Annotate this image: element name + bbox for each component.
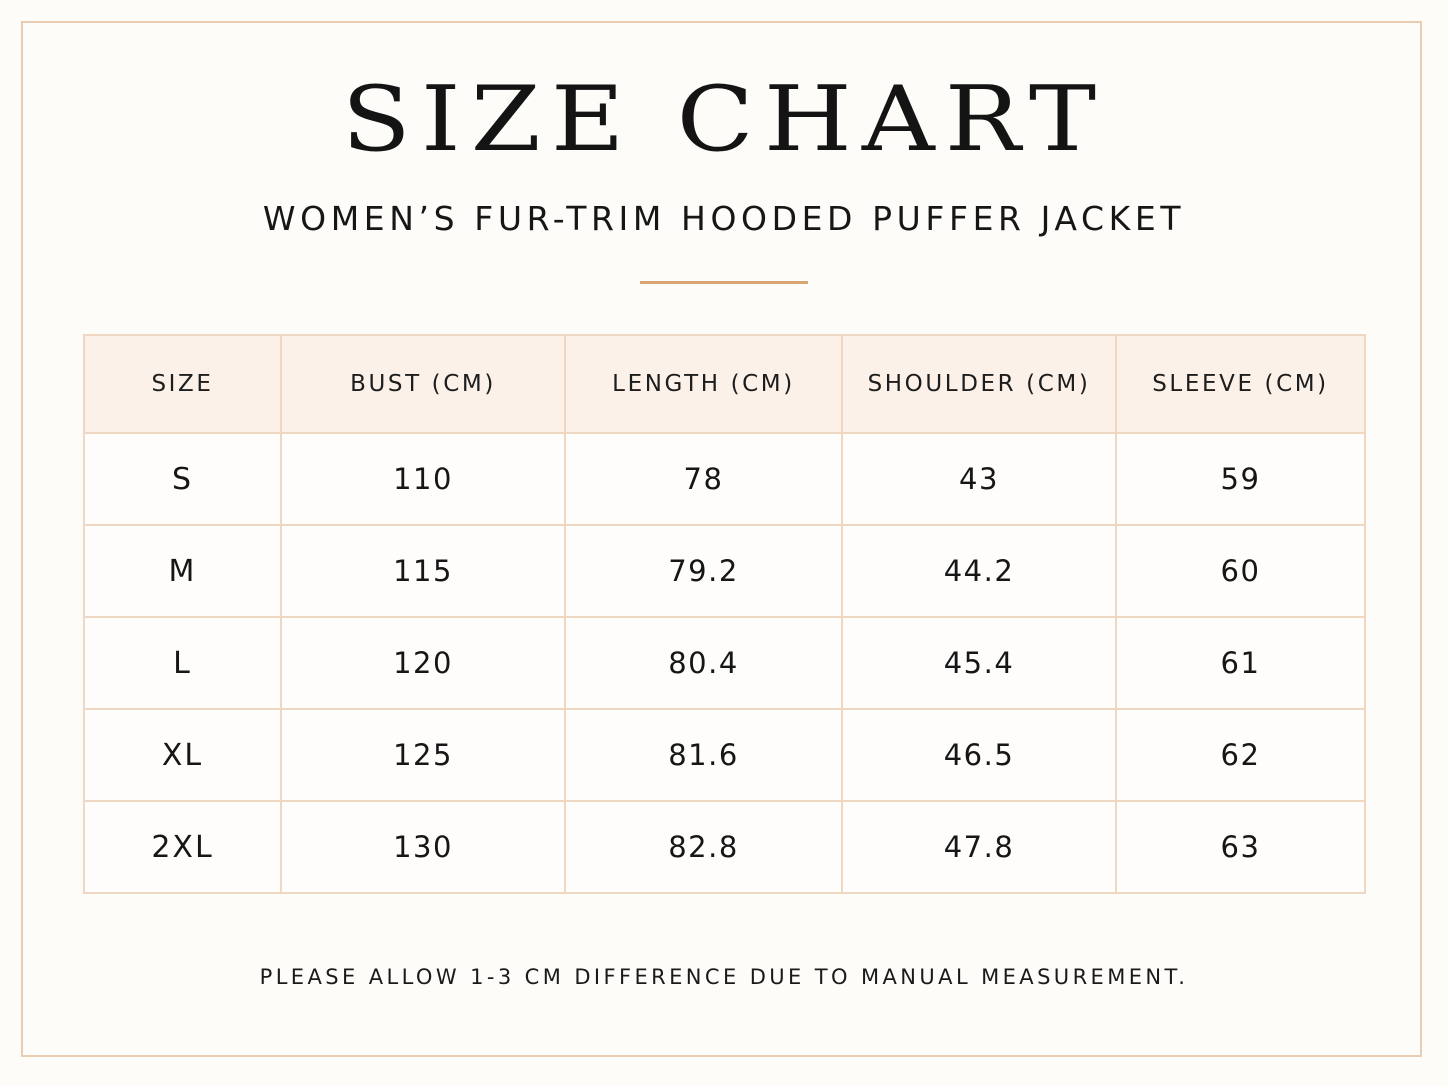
sleeve-cell: 59 bbox=[1115, 432, 1366, 526]
shoulder-cell: 44.2 bbox=[841, 524, 1117, 618]
shoulder-cell: 43 bbox=[841, 432, 1117, 526]
size-cell: L bbox=[83, 616, 282, 710]
sleeve-cell: 63 bbox=[1115, 800, 1366, 894]
size-cell: XL bbox=[83, 708, 282, 802]
length-cell: 80.4 bbox=[564, 616, 843, 710]
size-cell: M bbox=[83, 524, 282, 618]
length-cell: 81.6 bbox=[564, 708, 843, 802]
product-subtitle: WOMEN’S FUR-TRIM HOODED PUFFER JACKET bbox=[262, 199, 1186, 238]
column-header-shoulder: SHOULDER (CM) bbox=[841, 334, 1117, 434]
table-header-row: SIZE BUST (CM) LENGTH (CM) SHOULDER (CM)… bbox=[83, 334, 1366, 434]
size-cell: S bbox=[83, 432, 282, 526]
table-row: M 115 79.2 44.2 60 bbox=[83, 524, 1366, 618]
bust-cell: 130 bbox=[280, 800, 566, 894]
column-header-length: LENGTH (CM) bbox=[564, 334, 843, 434]
table-row: XL 125 81.6 46.5 62 bbox=[83, 708, 1366, 802]
sleeve-cell: 61 bbox=[1115, 616, 1366, 710]
sleeve-cell: 60 bbox=[1115, 524, 1366, 618]
bust-cell: 115 bbox=[280, 524, 566, 618]
table-row: 2XL 130 82.8 47.8 63 bbox=[83, 800, 1366, 894]
sleeve-cell: 62 bbox=[1115, 708, 1366, 802]
bust-cell: 120 bbox=[280, 616, 566, 710]
table-row: L 120 80.4 45.4 61 bbox=[83, 616, 1366, 710]
bust-cell: 125 bbox=[280, 708, 566, 802]
length-cell: 79.2 bbox=[564, 524, 843, 618]
bust-cell: 110 bbox=[280, 432, 566, 526]
size-cell: 2XL bbox=[83, 800, 282, 894]
title-divider bbox=[640, 281, 808, 284]
page-title: SIZE CHART bbox=[341, 67, 1107, 172]
measurement-note: PLEASE ALLOW 1-3 CM DIFFERENCE DUE TO MA… bbox=[259, 965, 1189, 989]
column-header-bust: BUST (CM) bbox=[280, 334, 566, 434]
column-header-sleeve: SLEEVE (CM) bbox=[1115, 334, 1366, 434]
length-cell: 78 bbox=[564, 432, 843, 526]
column-header-size: SIZE bbox=[83, 334, 282, 434]
table-row: S 110 78 43 59 bbox=[83, 432, 1366, 526]
shoulder-cell: 47.8 bbox=[841, 800, 1117, 894]
shoulder-cell: 46.5 bbox=[841, 708, 1117, 802]
length-cell: 82.8 bbox=[564, 800, 843, 894]
shoulder-cell: 45.4 bbox=[841, 616, 1117, 710]
size-table: SIZE BUST (CM) LENGTH (CM) SHOULDER (CM)… bbox=[83, 334, 1366, 894]
